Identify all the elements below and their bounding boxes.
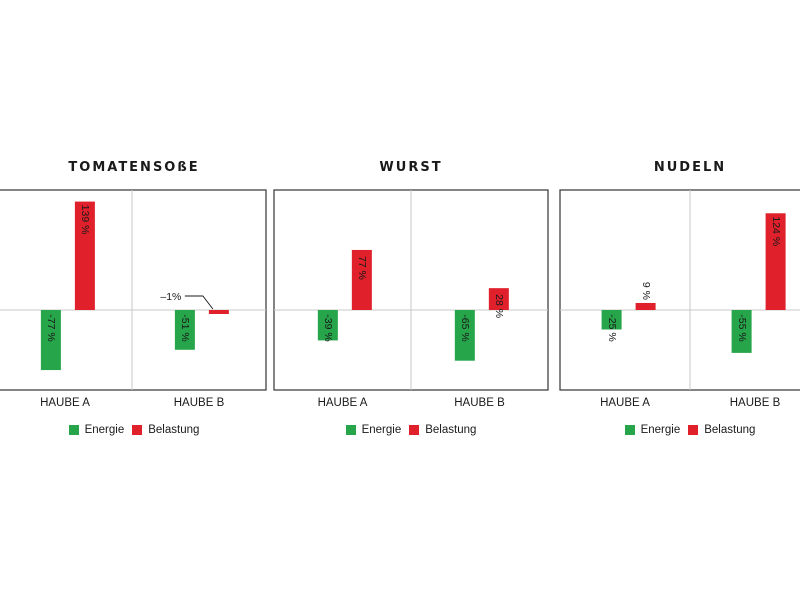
data-label: –1% xyxy=(160,291,181,303)
x-tick-label: HAUBE B xyxy=(174,397,225,409)
bar-load xyxy=(351,249,372,310)
bar-load xyxy=(488,288,509,310)
bar-load xyxy=(635,302,656,310)
data-label: -25 % xyxy=(606,314,618,341)
bar-load xyxy=(765,213,786,310)
bar-load xyxy=(208,310,229,314)
x-tick-label: HAUBE A xyxy=(318,397,368,409)
x-tick-label: HAUBE A xyxy=(40,397,90,409)
bar-energy xyxy=(174,310,195,350)
bar-energy xyxy=(601,310,622,330)
data-label: 124 % xyxy=(770,216,782,246)
data-label: -51 % xyxy=(179,314,191,341)
bar-energy xyxy=(731,310,752,353)
data-label: 9 % xyxy=(640,282,652,300)
x-tick-label: HAUBE B xyxy=(730,397,781,409)
x-tick-label: HAUBE A xyxy=(600,397,650,409)
chart-frame xyxy=(559,189,800,391)
data-label: -65 % xyxy=(459,314,471,341)
data-label: 77 % xyxy=(356,256,368,280)
bar-load xyxy=(74,201,95,310)
data-label: 139 % xyxy=(79,205,91,235)
data-label: -77 % xyxy=(45,314,57,341)
bar-energy xyxy=(454,310,475,361)
callout-leader-line xyxy=(184,295,214,310)
bar-energy xyxy=(317,310,338,341)
data-label: -55 % xyxy=(736,314,748,341)
x-tick-label: HAUBE B xyxy=(454,397,505,409)
data-label: -39 % xyxy=(322,314,334,341)
data-label: 28 % xyxy=(493,294,505,318)
chart-frame xyxy=(0,189,267,391)
bar-energy xyxy=(40,310,61,371)
